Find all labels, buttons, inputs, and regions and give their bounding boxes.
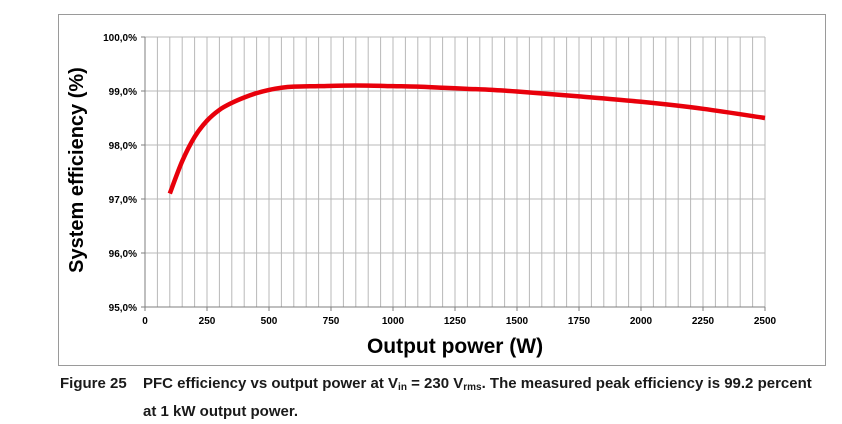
x-axis-title: Output power (W) (367, 335, 543, 358)
x-tick-label: 2000 (630, 316, 653, 327)
caption-line-2: at 1 kW output power. (143, 403, 299, 420)
x-tick-label: 250 (199, 316, 216, 327)
x-tick-label: 750 (323, 316, 340, 327)
caption-text-part1: PFC efficiency vs output power at V (143, 375, 399, 392)
y-tick-label: 97,0% (109, 195, 137, 206)
x-tick-label: 2500 (754, 316, 777, 327)
vin-subscript: in (398, 382, 407, 393)
figure-number: Figure 25 (60, 375, 127, 392)
caption-line-1: Figure 25 PFC efficiency vs output power … (60, 372, 830, 400)
x-tick-label: 2250 (692, 316, 715, 327)
figure-caption: Figure 25 PFC efficiency vs output power … (60, 372, 830, 424)
y-tick-label: 98,0% (109, 141, 137, 152)
grid-layer (145, 36, 766, 307)
x-tick-label: 0 (142, 316, 148, 327)
x-tick-label: 1000 (382, 316, 405, 327)
y-tick-label: 100,0% (103, 33, 137, 44)
y-tick-label: 95,0% (109, 303, 137, 314)
chart-frame: 95,0% 96,0% 97,0% 98,0% 99,0% 100,0% 0 250 500 75… (58, 14, 826, 366)
tick-layer: 95,0% 96,0% 97,0% 98,0% 99,0% 100,0% 0 250 500 75… (103, 33, 776, 327)
x-tick-label: 1500 (506, 316, 529, 327)
caption-text-part2: = 230 V (406, 375, 464, 392)
y-axis-title: System efficiency (%) (66, 67, 88, 273)
axis-layer (141, 36, 766, 311)
efficiency-curve (167, 83, 766, 195)
x-tick-label: 500 (261, 316, 278, 327)
x-tick-label: 1250 (444, 316, 467, 327)
efficiency-chart: 95,0% 96,0% 97,0% 98,0% 99,0% 100,0% 0 250 500 75… (66, 33, 777, 358)
x-tick-label: 1750 (568, 316, 591, 327)
y-tick-label: 99,0% (109, 87, 137, 98)
vrms-subscript: rms (463, 382, 482, 393)
caption-text-part3: . The measured peak efficiency is 99.2 p… (481, 375, 812, 392)
y-tick-label: 96,0% (109, 249, 137, 260)
series-layer (167, 83, 766, 195)
